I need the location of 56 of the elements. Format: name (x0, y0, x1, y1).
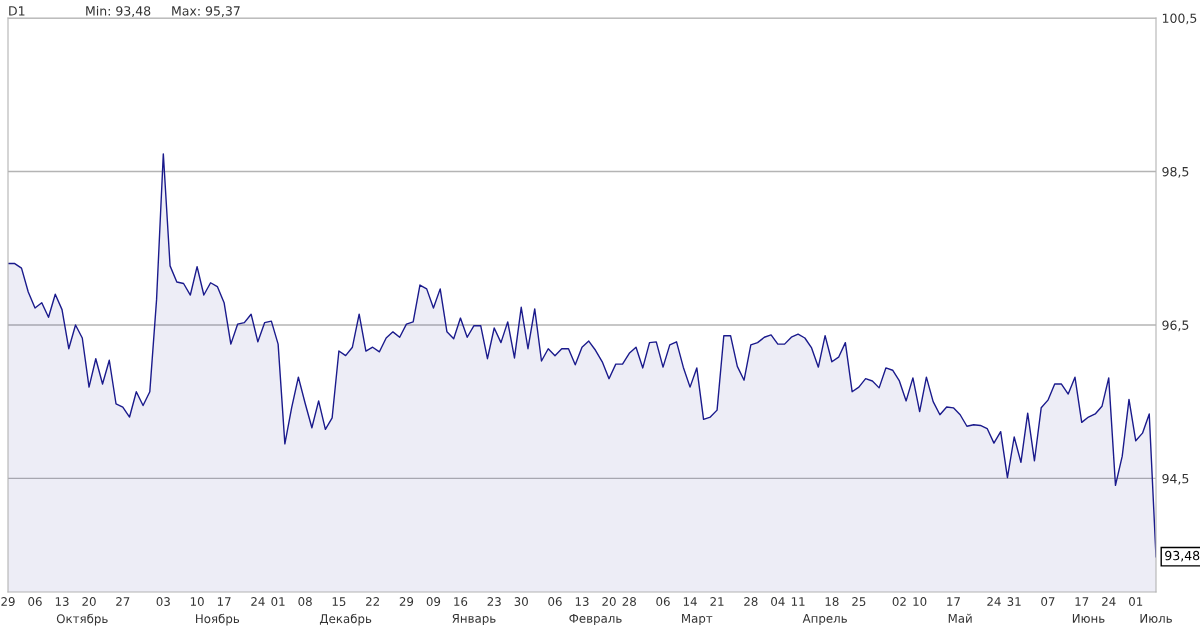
x-tick-label: Март (682, 614, 713, 626)
x-tick-label: 29 (1, 597, 15, 606)
x-tick-label: 09 (426, 597, 441, 606)
x-tick-label: 08 (298, 597, 312, 606)
x-tick-label: 16 (454, 597, 468, 606)
x-tick-label: 25 (852, 597, 866, 606)
x-tick-label: 23 (487, 597, 501, 606)
x-tick-label: Январь (452, 614, 496, 626)
x-tick-label: Октябрь (56, 613, 108, 626)
x-tick-label: 10 (190, 597, 204, 606)
x-tick-label: Апрель (802, 614, 847, 626)
x-tick-label: 18 (825, 597, 839, 606)
x-tick-label: 15 (332, 597, 346, 606)
x-tick-label: Июнь (1072, 614, 1105, 623)
x-tick-label: 27 (116, 597, 130, 606)
x-tick-label: 01 (1129, 597, 1143, 606)
text: 93,48 (1165, 550, 1200, 562)
x-tick-label: Февраль (569, 614, 622, 626)
x-tick-label: 06 (28, 597, 42, 606)
x-tick-label: 24 (251, 597, 265, 606)
x-tick-label: 14 (683, 597, 697, 606)
x-tick-label: Июль (1140, 614, 1172, 623)
x-tick-label: 03 (156, 597, 170, 606)
x-tick-label: 22 (366, 597, 379, 606)
x-tick-label: Май (948, 613, 972, 623)
x-tick-label: 30 (514, 597, 528, 606)
x-tick-label: 17 (1075, 597, 1089, 606)
x-tick-label: 21 (710, 597, 724, 606)
x-tick-label: Декабрь (319, 613, 372, 626)
x-tick-label: 17 (947, 597, 960, 606)
x-tick-label: 13 (575, 597, 589, 606)
x-tick-label: 06 (656, 597, 670, 606)
x-tick-label: 17 (217, 597, 231, 606)
x-tick-label: 07 (1041, 597, 1055, 606)
y-tick-label: 96,5 (1162, 320, 1189, 332)
x-tick-label: Ноябрь (196, 613, 240, 626)
chart-title: D1 (9, 6, 25, 16)
y-tick-label: 98,5 (1162, 166, 1189, 178)
y-tick-label: 94,5 (1162, 473, 1189, 485)
x-tick-label: 13 (55, 597, 69, 606)
x-tick-label: 24 (987, 597, 1001, 606)
x-tick-label: 02 (892, 597, 906, 606)
x-tick-label: 06 (548, 597, 562, 606)
x-tick-label: 01 (271, 597, 285, 606)
x-tick-label: 11 (791, 597, 805, 606)
x-tick-label: 29 (399, 597, 414, 606)
x-tick-label: 28 (744, 597, 758, 606)
x-tick-label: 24 (1102, 597, 1116, 606)
y-tick-label: 100,5 (1162, 13, 1197, 25)
x-tick-label: 20 (602, 597, 616, 606)
x-tick-label: 20 (82, 597, 96, 606)
x-tick-label: 10 (913, 597, 927, 606)
x-tick-label: 28 (622, 597, 636, 606)
chart-subtitle: Min: 93,48 Max: 95,37 (86, 5, 240, 17)
x-tick-label: 31 (1007, 597, 1021, 606)
x-tick-label: 04 (771, 597, 785, 606)
